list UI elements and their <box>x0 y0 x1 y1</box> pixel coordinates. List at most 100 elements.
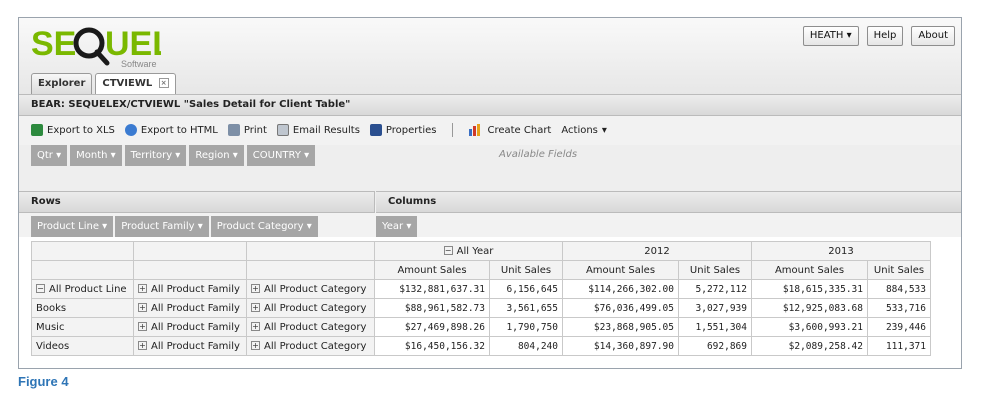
actions-menu[interactable]: Actions ▾ <box>561 125 607 136</box>
field-chip[interactable]: COUNTRY ▾ <box>246 145 316 166</box>
tab-strip: Explorer CTVIEWL × <box>31 73 176 94</box>
tab-explorer[interactable]: Explorer <box>31 73 93 94</box>
chevron-down-icon: ▾ <box>194 221 203 232</box>
expand-icon[interactable]: + <box>138 303 147 312</box>
table-row: Books + All Product Family + All Product Cat… <box>31 298 931 318</box>
print-button[interactable]: Print <box>227 124 267 136</box>
user-menu-button[interactable]: HEATH ▾ <box>802 26 859 46</box>
svg-text:UEL: UEL <box>105 25 161 63</box>
export-xls-label: Export to XLS <box>47 124 115 136</box>
column-field-chips: Year ▾ <box>376 216 418 237</box>
help-button[interactable]: Help <box>866 26 904 46</box>
table-cell: $14,360,897.90 <box>562 336 679 356</box>
email-results-button[interactable]: Email Results <box>276 124 360 136</box>
table-cell: $2,089,258.42 <box>751 336 868 356</box>
user-name: HEATH <box>809 30 844 41</box>
collapse-icon[interactable]: − <box>443 246 453 255</box>
chip-label: Qtr <box>37 150 53 161</box>
create-chart-label: Create Chart <box>487 124 552 136</box>
row-label-text: All Product Family <box>151 340 240 352</box>
export-xls-button[interactable]: Export to XLS <box>31 124 115 136</box>
chip-label: Product Line <box>37 221 99 232</box>
about-button[interactable]: About <box>911 26 955 46</box>
collapse-icon[interactable]: − <box>36 284 45 293</box>
table-cell: $76,036,499.05 <box>562 298 679 318</box>
row-label-category: + All Product Category <box>246 298 375 318</box>
columns-header: Columns <box>376 191 961 213</box>
row-header-spacer <box>133 241 247 261</box>
chip-label: COUNTRY <box>252 150 301 161</box>
expand-icon[interactable]: + <box>251 284 260 293</box>
print-label: Print <box>243 124 267 136</box>
field-chip[interactable]: Qtr ▾ <box>31 145 68 166</box>
row-header-spacer <box>31 260 134 280</box>
view-title: BEAR: SEQUELEX/CTVIEWL "Sales Detail for… <box>19 94 961 116</box>
row-label-category: + All Product Category <box>246 317 375 337</box>
table-cell: 5,272,112 <box>678 279 752 299</box>
grid-header-row: − All Year 2012 2013 <box>31 241 931 261</box>
expand-icon[interactable]: + <box>251 303 260 312</box>
field-chip[interactable]: Region ▾ <box>189 145 244 166</box>
toolbar: Export to XLS Export to HTML Print Email… <box>19 118 961 142</box>
row-label-text: All Product Category <box>264 283 367 295</box>
chevron-down-icon: ▾ <box>52 150 62 161</box>
expand-icon[interactable]: + <box>138 284 147 293</box>
table-cell: $12,925,083.68 <box>751 298 868 318</box>
field-chip[interactable]: Territory ▾ <box>124 145 187 166</box>
measure-header: Unit Sales <box>867 260 931 280</box>
column-field-chip[interactable]: Year ▾ <box>376 216 418 237</box>
table-cell: $88,961,582.73 <box>374 298 490 318</box>
table-cell: 111,371 <box>867 336 931 356</box>
chevron-down-icon: ▾ <box>303 221 312 232</box>
year-label: 2013 <box>828 245 854 257</box>
expand-icon[interactable]: + <box>138 341 147 350</box>
html-icon <box>124 124 137 136</box>
expand-icon[interactable]: + <box>138 322 147 331</box>
table-cell: 6,156,645 <box>489 279 563 299</box>
row-header-spacer <box>246 260 375 280</box>
chevron-down-icon: ▾ <box>601 124 607 136</box>
field-chip[interactable]: Month ▾ <box>70 145 122 166</box>
measure-header: Unit Sales <box>489 260 563 280</box>
chip-label: Product Category <box>216 221 304 232</box>
row-label-line: Music <box>31 317 134 337</box>
tab-ctviewl[interactable]: CTVIEWL × <box>95 73 176 94</box>
row-label-text: All Product Category <box>264 321 367 333</box>
export-html-button[interactable]: Export to HTML <box>124 124 218 136</box>
year-label: All Year <box>456 245 494 257</box>
row-label-text: All Product Family <box>151 302 240 314</box>
row-label-family: + All Product Family <box>133 298 247 318</box>
row-field-chip[interactable]: Product Line ▾ <box>31 216 114 237</box>
row-field-chip[interactable]: Product Family ▾ <box>115 216 209 237</box>
year-header: 2012 <box>562 241 752 261</box>
table-cell: 1,790,750 <box>489 317 563 337</box>
row-label-family: + All Product Family <box>133 317 247 337</box>
table-cell: $114,266,302.00 <box>562 279 679 299</box>
year-label: 2012 <box>644 245 670 257</box>
printer-icon <box>227 124 240 136</box>
row-label-text: All Product Line <box>49 283 127 295</box>
chevron-down-icon: ▾ <box>403 221 412 232</box>
row-header-spacer <box>246 241 375 261</box>
expand-icon[interactable]: + <box>251 341 260 350</box>
table-cell: $132,881,637.31 <box>374 279 490 299</box>
row-label-category: + All Product Category <box>246 279 375 299</box>
expand-icon[interactable]: + <box>251 322 260 331</box>
table-row: Videos + All Product Family + All Product Ca… <box>31 336 931 356</box>
table-cell: $16,450,156.32 <box>374 336 490 356</box>
svg-text:SE: SE <box>31 25 76 63</box>
properties-button[interactable]: Properties <box>369 124 436 136</box>
row-label-text: Books <box>36 302 67 314</box>
close-icon[interactable]: × <box>158 78 169 88</box>
row-field-chip[interactable]: Product Category ▾ <box>210 216 318 237</box>
available-field-chips: Qtr ▾ Month ▾ Territory ▾ Region ▾ COUNTRY ▾ <box>31 145 316 166</box>
chip-label: Territory <box>130 150 173 161</box>
row-header-spacer <box>31 241 134 261</box>
measure-header: Amount Sales <box>562 260 679 280</box>
table-row: Music + All Product Family + All Product Cat… <box>31 317 931 337</box>
create-chart-button[interactable]: Create Chart <box>469 124 551 136</box>
table-row: − All Product Line + All Product Family + All… <box>31 279 931 299</box>
excel-icon <box>31 124 43 136</box>
row-label-line: Books <box>31 298 134 318</box>
tab-label: CTVIEWL <box>102 78 153 89</box>
